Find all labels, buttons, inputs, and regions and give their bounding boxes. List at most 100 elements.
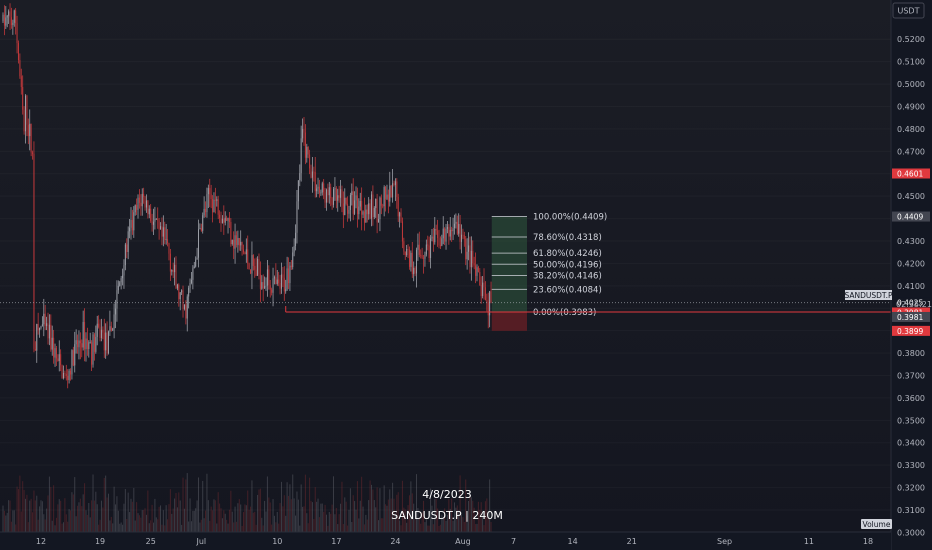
volume-bar bbox=[434, 499, 436, 532]
volume-bar bbox=[354, 501, 356, 532]
volume-bar bbox=[199, 522, 201, 532]
candle-body bbox=[466, 251, 468, 260]
currency-button[interactable] bbox=[892, 2, 925, 19]
volume-bar bbox=[382, 518, 384, 532]
candle-body bbox=[86, 338, 88, 350]
candle-body bbox=[16, 23, 18, 44]
candle-body bbox=[358, 206, 360, 215]
volume-bar bbox=[43, 514, 45, 532]
candle-body bbox=[203, 208, 205, 216]
candle-body bbox=[389, 185, 391, 202]
volume-bar bbox=[189, 498, 191, 532]
candle-body bbox=[449, 229, 451, 237]
volume-bar bbox=[179, 500, 181, 532]
fib-level-label: 100.00%(0.4409) bbox=[533, 213, 607, 223]
volume-bar bbox=[401, 480, 403, 532]
candle-body bbox=[202, 215, 204, 231]
candle-body bbox=[309, 154, 311, 169]
volume-bar bbox=[490, 522, 492, 532]
volume-bar bbox=[250, 506, 252, 532]
volume-bar bbox=[243, 512, 245, 532]
fib-retracement[interactable]: 100.00%(0.4409) 78.60%(0.4318) 61.80%(0.42… bbox=[491, 213, 607, 331]
price-label-text: 0.3981 bbox=[897, 313, 923, 322]
candle-body bbox=[278, 279, 280, 284]
volume-bar bbox=[40, 500, 42, 532]
candle-body bbox=[362, 211, 364, 215]
candle-body bbox=[368, 203, 370, 215]
candle-body bbox=[265, 285, 267, 287]
candle-body bbox=[179, 292, 181, 300]
volume-bar bbox=[309, 477, 311, 532]
candle-body bbox=[248, 263, 250, 270]
candle-body bbox=[241, 241, 243, 250]
volume-bar bbox=[245, 505, 247, 532]
price-label-box bbox=[892, 325, 930, 336]
candle-body bbox=[205, 208, 207, 213]
candle-body bbox=[331, 198, 333, 205]
volume-bar bbox=[378, 520, 380, 532]
volume-bar bbox=[203, 518, 205, 532]
candle-body bbox=[446, 227, 448, 229]
volume-bar bbox=[131, 501, 133, 532]
candle-body bbox=[36, 324, 38, 351]
candle-body bbox=[444, 228, 446, 242]
time-axis-panel[interactable] bbox=[0, 532, 891, 550]
candle-body bbox=[227, 218, 229, 221]
candle-body bbox=[490, 291, 492, 303]
candle-body bbox=[297, 180, 299, 202]
volume-bar bbox=[359, 500, 361, 532]
volume-bar bbox=[144, 508, 146, 532]
volume-bar bbox=[9, 500, 11, 532]
price-axis[interactable]: 0.3000 0.3100 0.3200 0.3300 0.3400 0.3500 0.36… bbox=[890, 0, 932, 550]
candle-body bbox=[355, 195, 357, 201]
candle-body bbox=[234, 235, 236, 249]
volume-bar bbox=[351, 521, 353, 532]
volume-bar bbox=[448, 499, 450, 532]
volume-bar bbox=[272, 499, 274, 532]
candle-body bbox=[148, 208, 150, 215]
volume-bar bbox=[206, 473, 208, 532]
volume-bar bbox=[178, 492, 180, 532]
volume-bar bbox=[32, 512, 34, 532]
candle-body bbox=[459, 224, 461, 242]
volume-bar bbox=[17, 489, 19, 532]
candle-body bbox=[79, 340, 81, 344]
candle-body bbox=[185, 304, 187, 319]
volume-bar bbox=[259, 488, 261, 532]
volume-bar bbox=[451, 498, 453, 532]
candle-body bbox=[72, 350, 74, 366]
volume-bar bbox=[44, 519, 46, 532]
volume-bar bbox=[480, 502, 482, 532]
time-axis[interactable]: 12 19 25 Jul 10 17 24 Aug 7 14 21 Sep 11 18 bbox=[0, 531, 891, 550]
volume-bar bbox=[406, 522, 408, 532]
volume-bar bbox=[93, 500, 95, 532]
volume-bar bbox=[85, 510, 87, 532]
volume-bar bbox=[442, 516, 444, 532]
volume-badge[interactable] bbox=[861, 519, 892, 529]
candle-body bbox=[354, 200, 356, 214]
candle-body bbox=[352, 191, 354, 214]
volume-bar bbox=[489, 479, 491, 532]
candle-body bbox=[300, 138, 302, 174]
candle-body bbox=[54, 348, 56, 358]
volume-bar bbox=[254, 511, 256, 532]
volume-bar bbox=[358, 518, 360, 532]
volume-bar bbox=[348, 509, 350, 532]
price-label-box bbox=[892, 311, 930, 322]
volume-bar bbox=[176, 507, 178, 532]
chart-caption-date: 4/8/2023 bbox=[422, 488, 471, 501]
volume-bar bbox=[275, 522, 277, 532]
candle-body bbox=[258, 259, 260, 275]
candle-body bbox=[190, 279, 192, 284]
volume-bar bbox=[158, 506, 160, 532]
price-axis-panel[interactable] bbox=[891, 0, 932, 550]
y-tick-label: 0.4100 bbox=[897, 282, 925, 291]
x-tick-label: 11 bbox=[804, 537, 814, 546]
volume-bar bbox=[123, 503, 125, 532]
volume-bar bbox=[120, 522, 122, 532]
candle-body bbox=[41, 324, 43, 327]
volume-bar bbox=[219, 503, 221, 532]
volume-bar bbox=[444, 508, 446, 532]
